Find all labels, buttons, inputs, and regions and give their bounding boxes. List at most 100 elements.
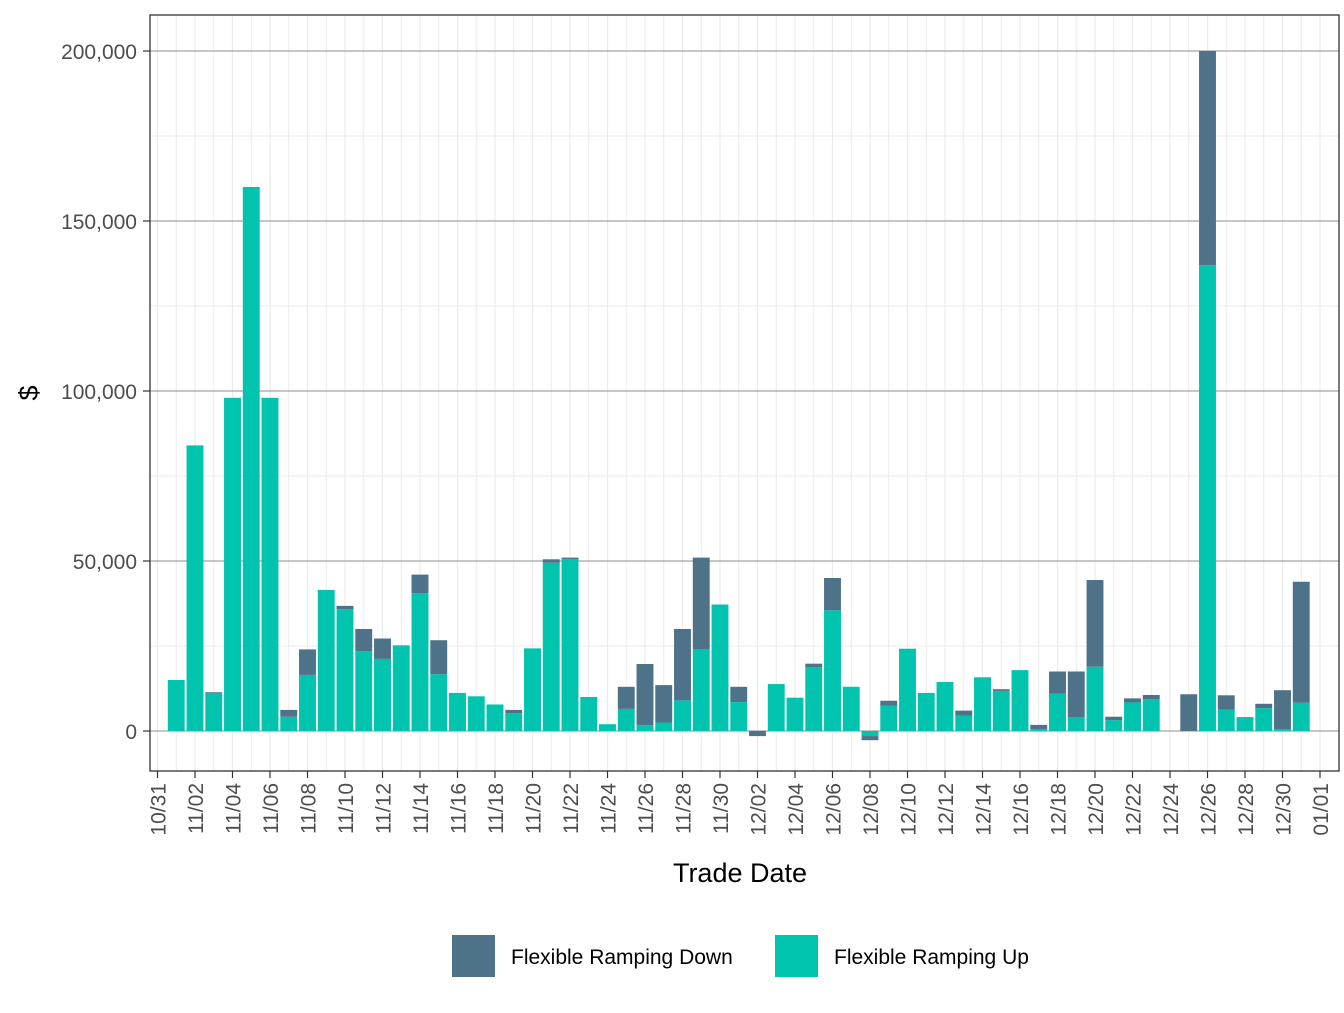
bar-flexible-ramping-down <box>1067 671 1085 718</box>
bar-flexible-ramping-up <box>1217 709 1235 731</box>
bar-flexible-ramping-down <box>636 664 654 726</box>
bars <box>167 51 1310 741</box>
y-tick-label: 150,000 <box>61 211 137 234</box>
bar-flexible-ramping-down <box>1049 671 1066 694</box>
bar-flexible-ramping-down <box>1292 581 1310 703</box>
bar-flexible-ramping-up <box>899 648 916 731</box>
bar-flexible-ramping-down <box>542 559 560 563</box>
bar-flexible-ramping-down <box>617 686 635 709</box>
bar-flexible-ramping-up <box>542 562 560 731</box>
legend-key-flexible-ramping-up <box>775 935 818 977</box>
bar-flexible-ramping-down <box>824 578 841 611</box>
bar-flexible-ramping-up <box>730 702 748 731</box>
x-tick-label: 11/06 <box>260 783 283 834</box>
x-tick-label: 12/22 <box>1123 783 1146 836</box>
x-tick-label: 12/18 <box>1048 783 1071 836</box>
bar-flexible-ramping-up <box>674 700 691 731</box>
bar-flexible-ramping-up <box>317 589 335 731</box>
legend-label-flexible-ramping-up: Flexible Ramping Up <box>834 946 1029 969</box>
x-tick-label: 12/08 <box>860 783 883 836</box>
bar-flexible-ramping-up <box>1030 729 1048 731</box>
y-axis: 0 50,000 100,000 150,000 200,000 <box>61 41 150 744</box>
x-tick-label: 11/30 <box>710 783 733 834</box>
bar-flexible-ramping-up <box>205 692 223 731</box>
bar-flexible-ramping-down <box>1217 695 1235 710</box>
bar-flexible-ramping-up <box>617 708 635 731</box>
x-tick-label: 11/08 <box>298 783 321 834</box>
legend: Flexible Ramping Down Flexible Ramping Up <box>452 935 1029 977</box>
bar-flexible-ramping-up <box>261 397 279 731</box>
y-tick-label: 0 <box>125 721 137 744</box>
bar-flexible-ramping-down <box>355 629 373 652</box>
bar-flexible-ramping-up <box>1255 708 1273 731</box>
y-tick-label: 50,000 <box>73 551 137 574</box>
bar-flexible-ramping-up <box>955 715 973 731</box>
x-tick-label: 11/10 <box>335 783 358 834</box>
bar-flexible-ramping-up <box>880 705 898 731</box>
bar-flexible-ramping-up <box>1236 717 1254 731</box>
bar-flexible-ramping-up <box>505 713 523 731</box>
bar-flexible-ramping-up <box>655 722 673 731</box>
bar-flexible-ramping-up <box>861 731 879 737</box>
x-tick-label: 11/28 <box>673 783 696 834</box>
bar-flexible-ramping-up <box>992 690 1010 731</box>
bar-flexible-ramping-down <box>1142 694 1160 700</box>
bar-flexible-ramping-up <box>1105 720 1123 731</box>
bar-flexible-ramping-up <box>824 610 841 731</box>
x-tick-label: 12/06 <box>823 783 846 836</box>
legend-label-flexible-ramping-down: Flexible Ramping Down <box>511 946 733 969</box>
bar-flexible-ramping-down <box>430 640 448 675</box>
bar-flexible-ramping-down <box>1030 724 1048 730</box>
x-tick-label: 11/16 <box>448 783 471 834</box>
bar-flexible-ramping-down <box>655 685 673 723</box>
bar-flexible-ramping-down <box>505 709 523 714</box>
x-tick-label: 11/22 <box>560 783 583 834</box>
bar-flexible-ramping-up <box>186 445 204 731</box>
bar-flexible-ramping-up <box>449 692 466 731</box>
y-tick-label: 100,000 <box>61 381 137 404</box>
bar-flexible-ramping-up <box>1049 693 1066 731</box>
bar-flexible-ramping-down <box>692 557 710 650</box>
x-tick-label: 12/16 <box>1010 783 1033 836</box>
bar-flexible-ramping-up <box>280 716 298 731</box>
x-tick-label: 12/14 <box>973 783 996 836</box>
bar-flexible-ramping-up <box>355 651 373 731</box>
x-axis: 10/31 11/02 11/04 11/06 11/08 11/10 11/12 11/14… <box>148 771 1333 836</box>
x-tick-label: 12/26 <box>1198 783 1221 836</box>
x-tick-label: 12/02 <box>748 783 771 836</box>
x-tick-label: 11/20 <box>523 783 546 834</box>
x-tick-label: 10/31 <box>148 783 171 836</box>
bar-flexible-ramping-up <box>486 704 504 731</box>
legend-key-flexible-ramping-down <box>452 935 495 977</box>
bar-flexible-ramping-down <box>1086 580 1104 667</box>
bar-flexible-ramping-down <box>299 649 316 675</box>
x-tick-label: 12/20 <box>1085 783 1108 836</box>
bar-flexible-ramping-up <box>580 697 598 731</box>
bar-flexible-ramping-up <box>1142 699 1160 731</box>
x-axis-title: Trade Date <box>673 858 807 888</box>
bar-flexible-ramping-down <box>336 605 354 610</box>
bar-flexible-ramping-down <box>205 692 223 694</box>
bar-flexible-ramping-up <box>1199 265 1216 731</box>
bar-flexible-ramping-up <box>561 559 579 731</box>
x-tick-label: 11/02 <box>185 783 208 834</box>
bar-flexible-ramping-up <box>974 677 991 731</box>
bar-flexible-ramping-down <box>411 574 429 594</box>
x-tick-label: 11/24 <box>598 783 621 834</box>
x-tick-label: 11/26 <box>635 783 658 834</box>
bar-flexible-ramping-up <box>299 674 316 731</box>
bar-flexible-ramping-up <box>1292 702 1310 731</box>
bar-flexible-ramping-down <box>730 686 748 703</box>
bar-flexible-ramping-up <box>936 682 954 731</box>
bar-flexible-ramping-up <box>917 692 935 731</box>
bar-flexible-ramping-down <box>880 700 898 706</box>
bar-flexible-ramping-up <box>336 609 354 731</box>
bar-flexible-ramping-down <box>749 731 766 737</box>
bar-flexible-ramping-up <box>786 697 804 731</box>
bar-flexible-ramping-up <box>242 187 260 731</box>
bar-flexible-ramping-down <box>1274 690 1291 730</box>
bar-flexible-ramping-up <box>1011 670 1029 731</box>
bar-flexible-ramping-up <box>411 593 429 731</box>
